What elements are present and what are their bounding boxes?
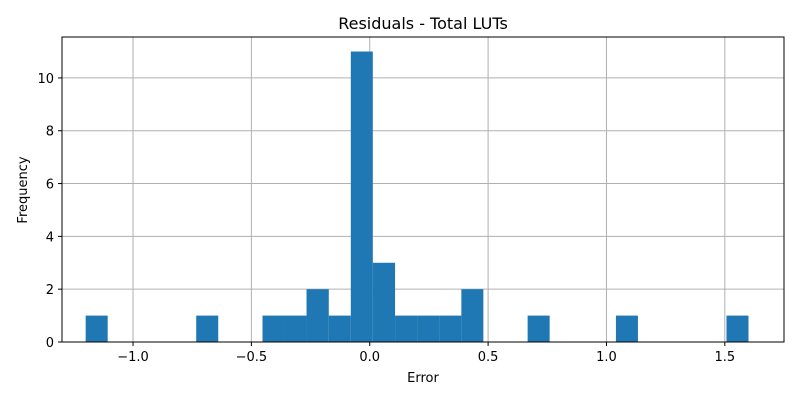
y-tick-label: 8 [46,125,54,140]
y-axis-label: Frequency [16,156,31,223]
y-tick-label: 0 [46,336,54,351]
x-tick-label: 0.5 [478,350,499,365]
histogram-bar [417,315,440,342]
x-tick-label: 1.5 [714,350,735,365]
y-tick-label: 4 [46,230,54,245]
y-tick-label: 10 [37,72,54,87]
histogram-bar [328,315,351,342]
x-tick-label: −0.5 [236,350,268,365]
x-tick-label: 0.0 [359,350,380,365]
grid-layer [62,37,784,343]
chart-title: Residuals - Total LUTs [338,14,508,33]
histogram-bar [85,315,108,342]
histogram-bar [284,315,307,342]
bar-layer [85,51,749,343]
x-tick-label: 1.0 [596,350,617,365]
x-tick-label: −1.0 [117,350,149,365]
histogram-bar [196,315,219,342]
histogram-bar [306,289,329,342]
histogram-bar [439,315,462,342]
histogram-bar [262,315,285,342]
y-tick-label: 6 [46,178,54,193]
plot-frame [61,36,785,343]
y-tick-label: 2 [46,283,54,298]
x-axis-label: Error [407,371,439,386]
histogram-bar [527,315,550,342]
histogram-bar [461,289,484,342]
histogram-bar [372,262,396,342]
histogram-bar [615,315,638,342]
histogram-bar [726,315,749,342]
histogram-bar [350,51,373,343]
histogram-bar [395,315,418,342]
tick-layer: −1.0 −0.5 0.0 0.5 1.0 1.5 0 2 4 6 8 10 [37,72,735,365]
